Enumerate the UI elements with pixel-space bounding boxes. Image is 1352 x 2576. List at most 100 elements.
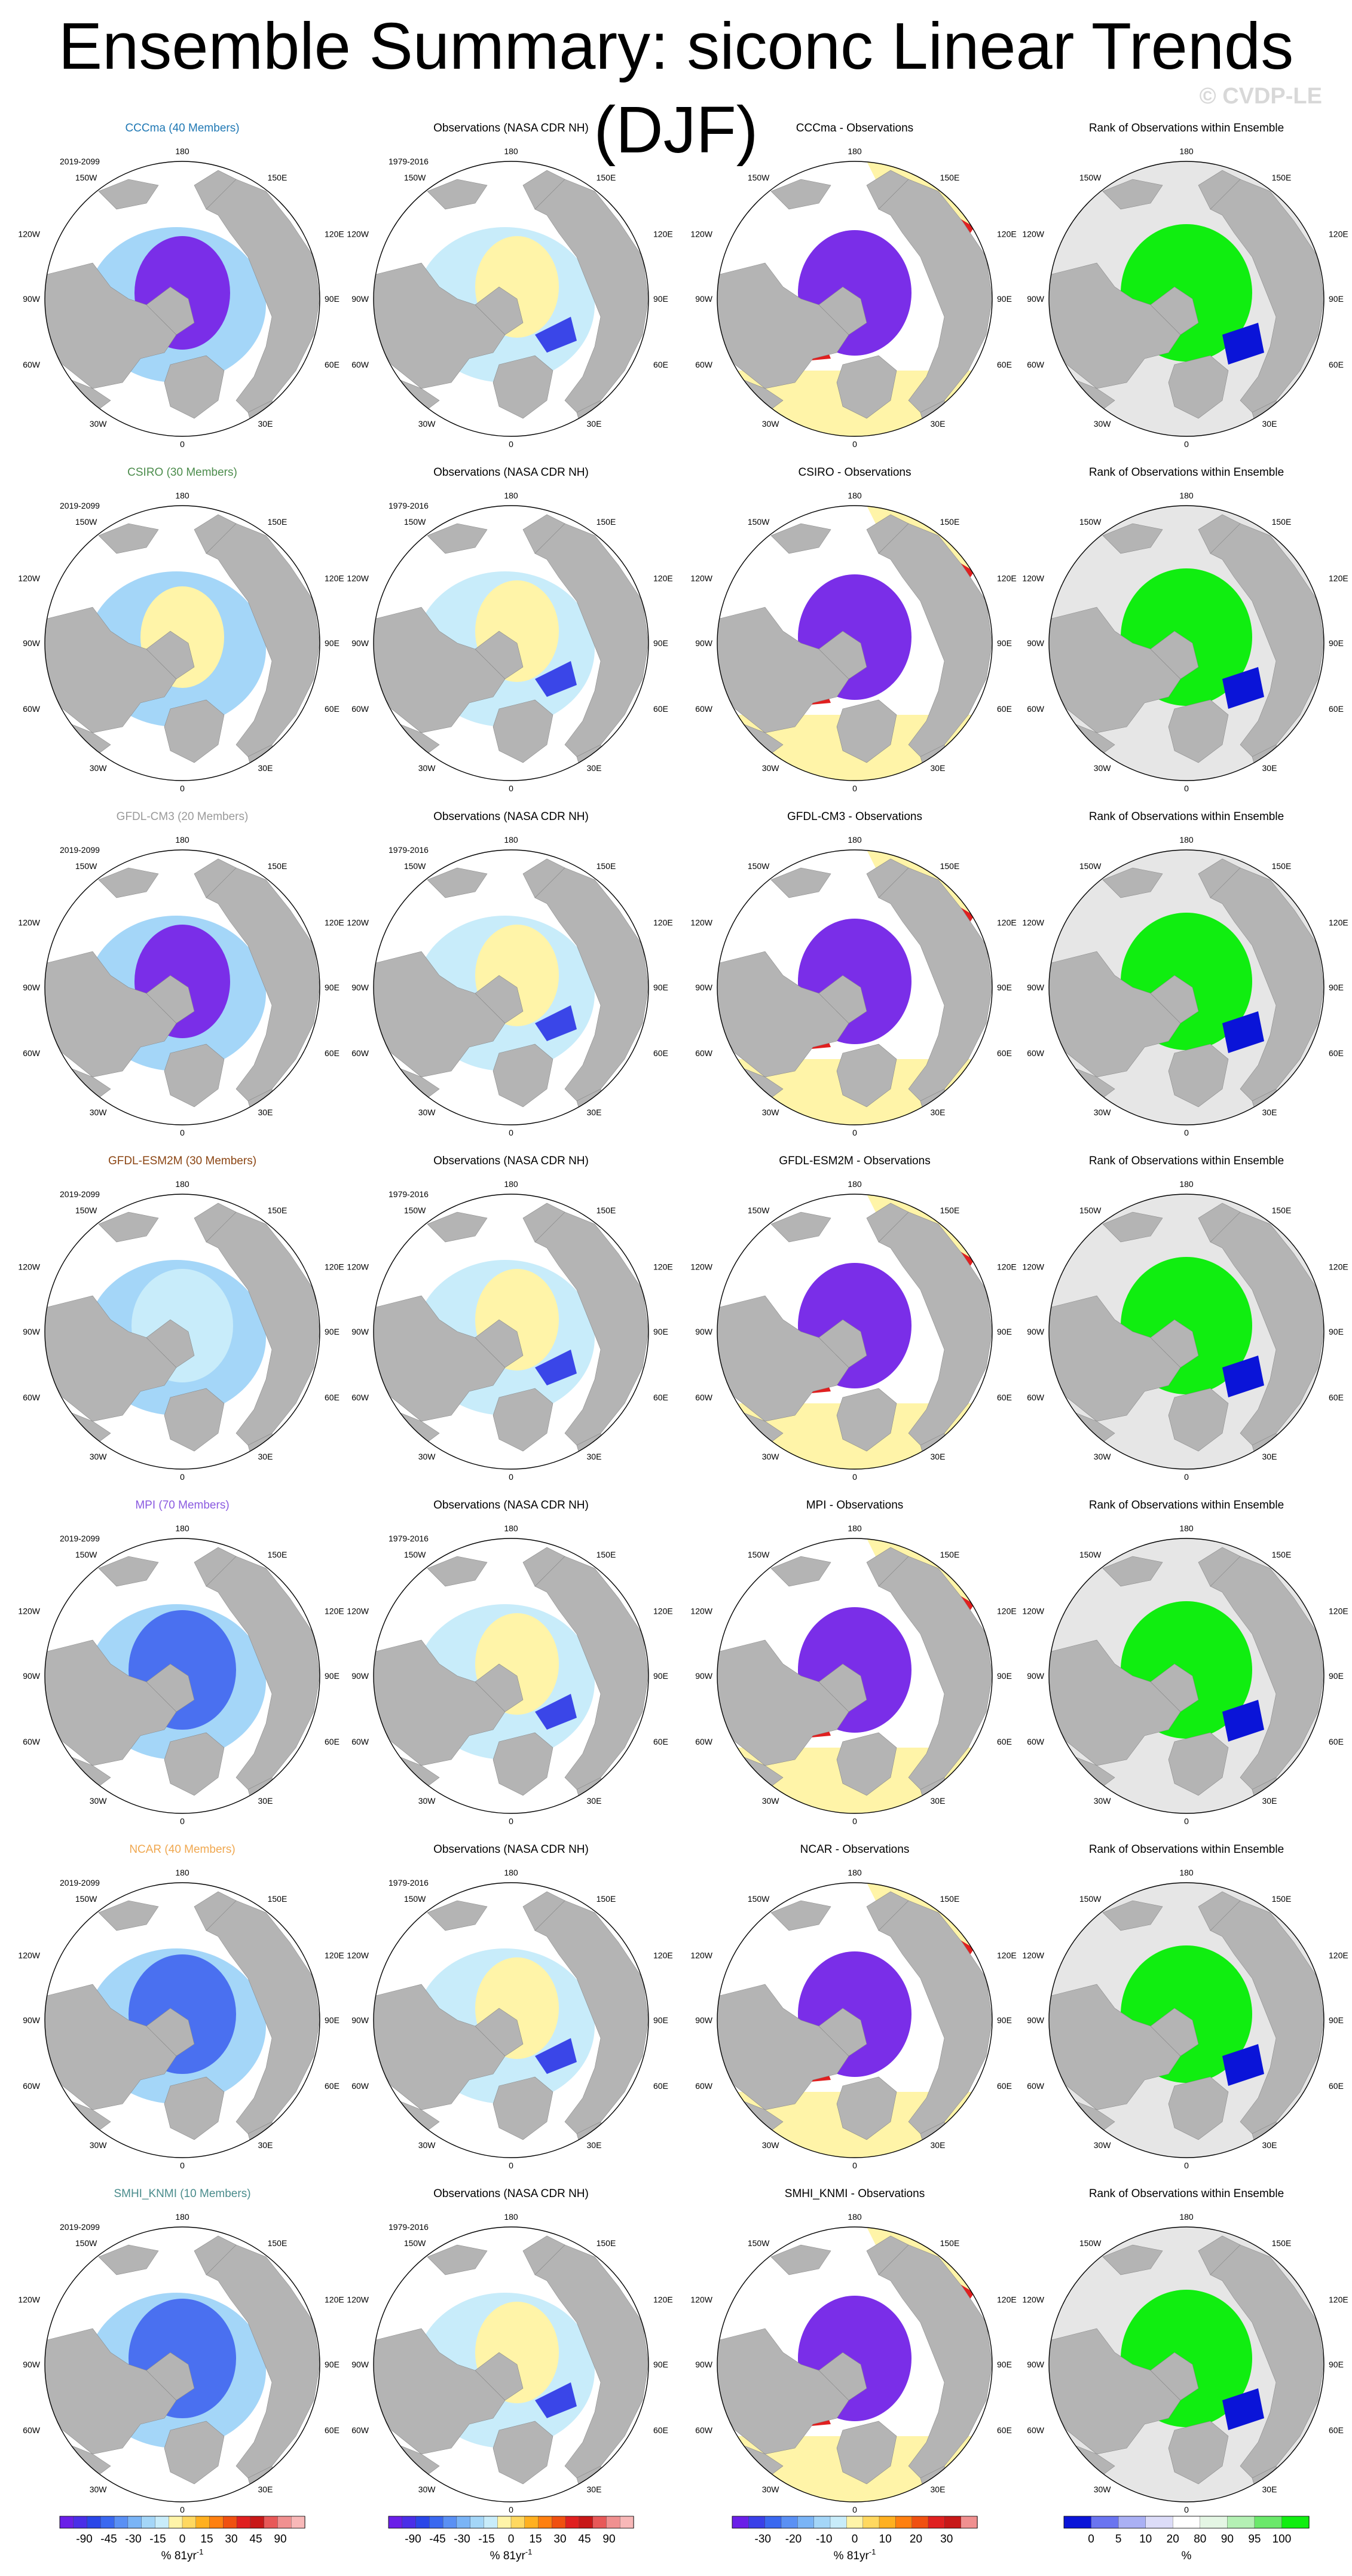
- longitude-label: 90W: [695, 2015, 713, 2025]
- longitude-label: 0: [509, 1472, 513, 1482]
- land-mass: [1049, 1639, 1181, 1766]
- legend-tick-label: 20: [910, 2533, 922, 2546]
- legend-swatch: [277, 2516, 292, 2529]
- land-mass: [374, 1295, 506, 1422]
- period-label: 1979-2016: [389, 501, 429, 510]
- land-mass: [1049, 607, 1181, 733]
- land-mass: [1102, 1900, 1163, 1931]
- longitude-label: 30E: [258, 1796, 273, 1806]
- longitude-label: 150W: [404, 861, 426, 871]
- longitude-label: 60E: [325, 704, 339, 714]
- rank-field-low-2: [1222, 2044, 1264, 2086]
- longitude-label: 30E: [1262, 763, 1277, 773]
- model-map-panel: NCAR (40 Members) 2019-2099 180 150W 150E 120…: [18, 1843, 344, 2170]
- trend-field-barents: [535, 2382, 577, 2418]
- legend-swatch: [388, 2516, 403, 2529]
- longitude-label: 30W: [762, 1452, 780, 1461]
- longitude-label: 90E: [1329, 983, 1344, 992]
- longitude-label: 60E: [653, 1393, 668, 1402]
- longitude-label: 90W: [695, 1327, 713, 1336]
- map-content: [45, 506, 320, 781]
- map-content: [45, 161, 320, 436]
- longitude-label: 180: [848, 146, 862, 156]
- longitude-label: 90W: [1027, 638, 1045, 648]
- legend-tick-label: 90: [274, 2533, 286, 2546]
- longitude-label: 0: [1184, 784, 1189, 793]
- land-mass: [194, 170, 237, 210]
- longitude-label: 180: [504, 835, 518, 845]
- longitude-label: 150E: [268, 2238, 287, 2248]
- longitude-label: 120E: [1329, 2295, 1348, 2305]
- land-mass: [717, 262, 849, 389]
- map-content: [374, 1538, 649, 1813]
- longitude-label: 120W: [18, 230, 40, 239]
- legend-tick-label: 0: [1088, 2533, 1094, 2546]
- period-label: 2019-2099: [60, 501, 100, 510]
- map-content: [717, 1194, 992, 1469]
- longitude-label: 120W: [1022, 230, 1044, 239]
- longitude-label: 120E: [997, 1607, 1017, 1616]
- longitude-label: 120E: [325, 918, 344, 928]
- longitude-label: 30W: [90, 2485, 108, 2494]
- panel-row: SMHI_KNMI (10 Members) 2019-2099 180 150W 15…: [18, 2188, 1348, 2514]
- longitude-label: 90W: [23, 638, 41, 648]
- land-mass: [493, 1388, 553, 1452]
- panel-row: NCAR (40 Members) 2019-2099 180 150W 150E 120…: [18, 1843, 1348, 2170]
- land-mass: [1198, 2235, 1241, 2275]
- longitude-label: 180: [175, 1179, 189, 1189]
- land-mass: [866, 1203, 909, 1243]
- longitude-label: 30W: [90, 1796, 108, 1806]
- longitude-label: 60W: [1027, 360, 1045, 369]
- longitude-label: 60W: [351, 2425, 369, 2435]
- map-content: [1049, 850, 1324, 1125]
- longitude-label: 60E: [1329, 1737, 1344, 1746]
- period-label: 2019-2099: [60, 1189, 100, 1199]
- longitude-label: 0: [509, 784, 513, 793]
- model-map-panel: GFDL-ESM2M (30 Members) 2019-2099 180 150W 1…: [18, 1155, 344, 1482]
- land-mass: [522, 2235, 565, 2275]
- longitude-label: 150E: [1272, 517, 1292, 527]
- longitude-label: 0: [180, 1128, 185, 1137]
- land-mass: [427, 1900, 488, 1931]
- period-label: 2019-2099: [60, 1878, 100, 1887]
- obs-map-panel: Observations (NASA CDR NH) 1979-2016 180 15…: [347, 1499, 672, 1826]
- panel-title: MPI - Observations: [806, 1499, 904, 1512]
- land-mass: [164, 699, 225, 763]
- map-content: [1049, 1194, 1324, 1469]
- trend-field-barents: [535, 317, 577, 353]
- land-mass: [146, 1319, 195, 1368]
- land-mass: [475, 2008, 524, 2057]
- longitude-label: 150E: [940, 861, 960, 871]
- legend-swatch: [524, 2516, 539, 2529]
- longitude-label: 90E: [1329, 1327, 1344, 1336]
- land-mass: [194, 2235, 237, 2275]
- legend-swatch: [195, 2516, 210, 2529]
- period-label: 2019-2099: [60, 2222, 100, 2232]
- legend-tick-label: -90: [76, 2533, 92, 2546]
- land-mass: [866, 1891, 909, 1931]
- longitude-label: 0: [852, 1816, 857, 1826]
- obs-map-panel: Observations (NASA CDR NH) 1979-2016 180 15…: [347, 1843, 672, 2170]
- panel-row: CSIRO (30 Members) 2019-2099 180 150W 150E 12…: [18, 466, 1348, 793]
- longitude-label: 120W: [1022, 1262, 1044, 1272]
- rank-map-panel: Rank of Observations within Ensemble 180 1…: [1022, 1843, 1348, 2170]
- longitude-label: 180: [848, 1523, 862, 1533]
- legend-tick-label: 45: [578, 2533, 591, 2546]
- longitude-label: 30E: [587, 419, 602, 429]
- longitude-label: 60W: [1027, 704, 1045, 714]
- legend-swatch: [1254, 2516, 1283, 2529]
- longitude-label: 30E: [931, 763, 946, 773]
- longitude-label: 30E: [931, 1796, 946, 1806]
- map-content: [717, 850, 992, 1125]
- land-mass: [475, 1319, 524, 1368]
- longitude-label: 90E: [997, 1327, 1012, 1336]
- land-mass: [493, 1044, 553, 1108]
- longitude-label: 60W: [23, 704, 41, 714]
- panel-title: CSIRO (30 Members): [127, 466, 237, 479]
- longitude-label: 60E: [1329, 2425, 1344, 2435]
- longitude-label: 30E: [931, 419, 946, 429]
- legend-tick-label: -15: [478, 2533, 494, 2546]
- longitude-label: 60E: [653, 360, 668, 369]
- longitude-label: 60E: [997, 2081, 1012, 2091]
- longitude-label: 30W: [762, 2485, 780, 2494]
